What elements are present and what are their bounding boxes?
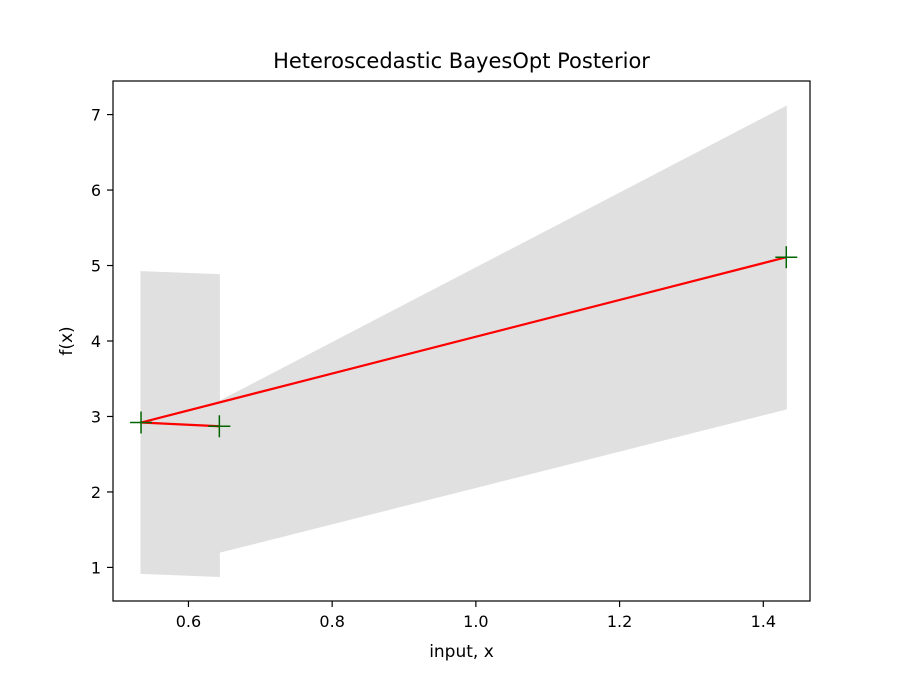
y-tick-label: 4 (91, 332, 101, 351)
chart-title: Heteroscedastic BayesOpt Posterior (273, 49, 650, 73)
y-tick-label: 2 (91, 483, 101, 502)
plot-area (130, 105, 798, 577)
x-tick-label: 0.6 (176, 612, 201, 631)
y-tick-label: 3 (91, 407, 101, 426)
observation-marker (775, 246, 798, 269)
y-tick-label: 7 (91, 106, 101, 125)
x-tick-label: 1.2 (607, 612, 632, 631)
confidence-band (140, 105, 787, 577)
observation-marker (130, 411, 153, 434)
y-tick-label: 6 (91, 181, 101, 200)
y-axis-label: f(x) (57, 326, 77, 355)
x-tick-label: 0.8 (319, 612, 344, 631)
posterior-mean-line (139, 256, 787, 428)
x-tick-label: 1.4 (751, 612, 776, 631)
y-tick-label: 1 (91, 558, 101, 577)
x-axis-ticks: 0.6 0.8 1.0 1.2 1.4 (176, 601, 776, 631)
observation-marker (208, 415, 231, 438)
y-tick-label: 5 (91, 257, 101, 276)
x-tick-label: 1.0 (463, 612, 488, 631)
x-axis-label: input, x (429, 642, 494, 662)
y-axis-ticks: 1 2 3 4 5 6 7 (91, 106, 113, 577)
